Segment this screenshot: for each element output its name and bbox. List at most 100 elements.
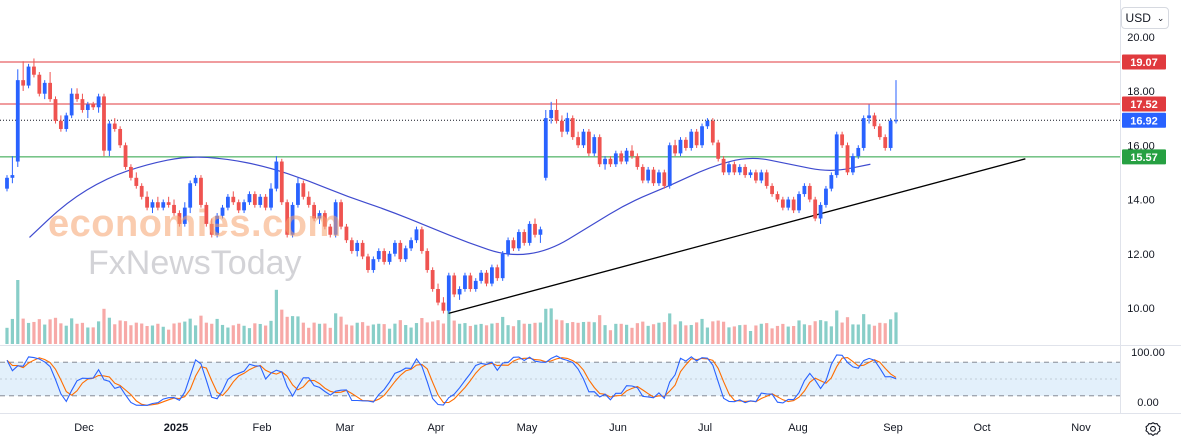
candle-body bbox=[802, 185, 807, 195]
volume-bar bbox=[312, 322, 316, 344]
volume-bar bbox=[441, 323, 446, 344]
candle-body bbox=[376, 251, 381, 260]
volume-bar bbox=[894, 312, 898, 344]
candle-body bbox=[58, 120, 63, 129]
level-19.07-label: 19.07 bbox=[1130, 57, 1158, 69]
volume-bar bbox=[123, 321, 128, 344]
volume-bar bbox=[786, 326, 790, 344]
volume-bar bbox=[150, 325, 155, 344]
candle-body bbox=[888, 120, 893, 148]
currency-selector[interactable]: USD ⌄ bbox=[1121, 7, 1169, 29]
candle-body bbox=[457, 289, 462, 295]
candle-body bbox=[360, 242, 365, 257]
volume-bar bbox=[334, 313, 338, 344]
volume-bar bbox=[323, 323, 327, 344]
trendline bbox=[448, 158, 1026, 315]
volume-bar bbox=[387, 328, 392, 344]
candle-body bbox=[883, 137, 888, 148]
volume-bar bbox=[145, 325, 149, 344]
candle-body bbox=[69, 93, 74, 116]
candle-body bbox=[269, 188, 273, 208]
time-tick-label: Nov bbox=[1071, 422, 1091, 434]
volume-bar bbox=[651, 324, 656, 344]
candle-body bbox=[236, 202, 241, 211]
volume-bar bbox=[290, 316, 295, 344]
volume-bar bbox=[581, 321, 586, 344]
candle-body bbox=[446, 275, 451, 311]
candle-body bbox=[436, 289, 440, 303]
settings-gear-icon[interactable] bbox=[1143, 419, 1163, 439]
candle-body bbox=[220, 207, 225, 216]
candle-body bbox=[867, 115, 871, 119]
candle-body bbox=[199, 177, 203, 205]
volume-bar bbox=[280, 309, 284, 344]
candle-body bbox=[226, 196, 230, 208]
candle-body bbox=[748, 172, 753, 176]
volume-bar bbox=[285, 316, 289, 344]
volume-bar bbox=[759, 323, 763, 344]
volume-bar bbox=[355, 322, 359, 344]
candle-body bbox=[581, 131, 586, 146]
candle-body bbox=[285, 202, 290, 235]
volume-bar bbox=[80, 322, 85, 344]
volume-bar bbox=[48, 319, 52, 344]
volume-bar bbox=[436, 320, 440, 344]
candle-body bbox=[818, 204, 823, 219]
candle-body bbox=[759, 172, 764, 181]
volume-bar bbox=[167, 329, 171, 344]
volume-bar bbox=[587, 321, 591, 344]
volume-bar bbox=[646, 325, 650, 344]
volume-bar bbox=[296, 316, 300, 344]
volume-bar bbox=[770, 328, 774, 344]
candle-body bbox=[484, 272, 489, 284]
candle-body bbox=[107, 123, 112, 151]
volume-bar bbox=[26, 322, 31, 344]
candle-body bbox=[231, 196, 236, 203]
candle-body bbox=[215, 215, 220, 235]
candle-body bbox=[775, 194, 780, 200]
volume-bar bbox=[75, 323, 79, 344]
candle-body bbox=[145, 196, 149, 208]
volume-bar bbox=[350, 325, 354, 344]
volume-bar bbox=[765, 323, 769, 344]
volume-bar bbox=[738, 325, 742, 344]
volume-bar bbox=[53, 317, 58, 344]
volume-bar bbox=[140, 323, 144, 344]
candle-body bbox=[204, 204, 209, 224]
candle-body bbox=[468, 275, 473, 290]
volume-bar bbox=[447, 293, 451, 344]
candle-body bbox=[242, 202, 246, 211]
volume-bar bbox=[404, 325, 408, 344]
candle-body bbox=[560, 120, 564, 132]
candle-body bbox=[430, 270, 435, 290]
candle-body bbox=[419, 229, 424, 252]
chevron-down-icon: ⌄ bbox=[1156, 12, 1165, 23]
candle-body bbox=[727, 164, 731, 173]
volume-bar bbox=[317, 323, 322, 344]
volume-bar bbox=[96, 321, 101, 344]
candle-body bbox=[21, 80, 26, 86]
volume-bar bbox=[544, 308, 548, 344]
time-tick-label: Oct bbox=[973, 422, 990, 434]
volume-bar bbox=[339, 316, 343, 344]
oscillator-tick-label: 0.00 bbox=[1137, 397, 1158, 409]
volume-bar bbox=[226, 327, 230, 344]
level-17.52-label: 17.52 bbox=[1130, 99, 1158, 111]
volume-bar bbox=[242, 325, 246, 344]
volume-bar bbox=[775, 325, 780, 344]
volume-bar bbox=[571, 322, 575, 344]
volume-bar bbox=[134, 322, 138, 344]
candle-body bbox=[91, 104, 96, 108]
candle-body bbox=[549, 109, 554, 119]
time-tick-label: May bbox=[517, 422, 538, 434]
candle-body bbox=[32, 66, 36, 75]
volume-bar bbox=[721, 321, 726, 344]
candle-body bbox=[322, 213, 327, 227]
candle-body bbox=[554, 109, 559, 121]
volume-bar bbox=[490, 323, 494, 344]
level-17.52-tag bbox=[1122, 96, 1166, 112]
candle-body bbox=[894, 120, 898, 122]
candle-body bbox=[155, 202, 160, 208]
volume-bar bbox=[549, 308, 553, 344]
